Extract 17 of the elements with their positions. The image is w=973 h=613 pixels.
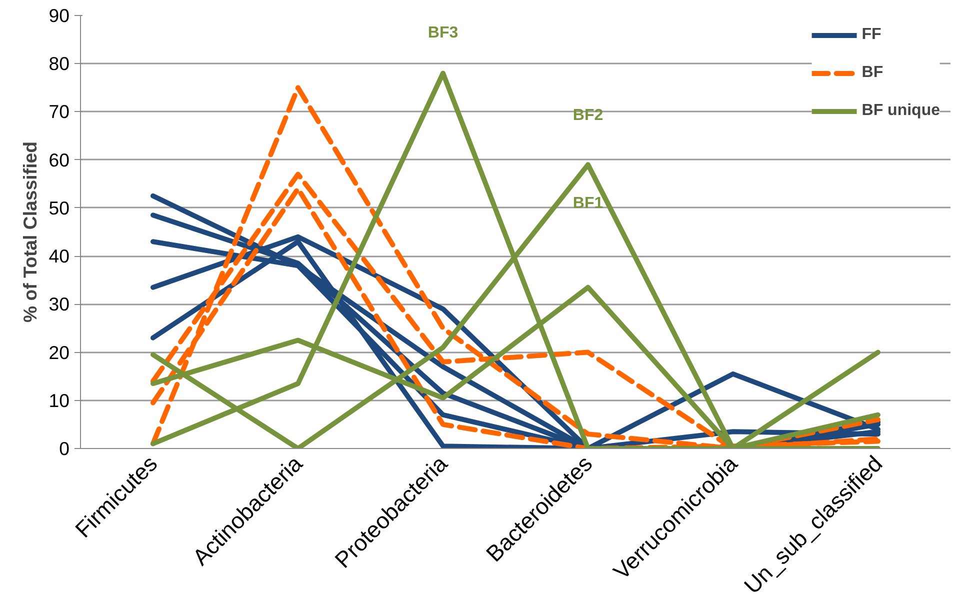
y-tick-label: 80 xyxy=(48,53,70,74)
annotation: BF2 xyxy=(572,107,604,124)
y-tick-label: 50 xyxy=(48,197,70,218)
y-tick-label: 40 xyxy=(48,246,70,267)
legend-label: FF xyxy=(862,26,882,44)
legend-label: BF xyxy=(862,64,884,82)
y-tick-label: 10 xyxy=(48,390,70,411)
y-tick-label: 20 xyxy=(48,342,70,363)
annotation: BF1 xyxy=(572,194,604,212)
legend-label: BF unique xyxy=(862,102,940,120)
y-tick-label: 60 xyxy=(48,149,70,170)
y-tick-label: 70 xyxy=(48,101,70,122)
y-tick-label: 90 xyxy=(48,5,70,26)
y-tick-label: 30 xyxy=(48,294,70,315)
y-axis-title: % of Total Classified xyxy=(20,141,41,323)
annotation: BF3 xyxy=(428,24,458,42)
y-tick-label: 0 xyxy=(59,438,70,459)
